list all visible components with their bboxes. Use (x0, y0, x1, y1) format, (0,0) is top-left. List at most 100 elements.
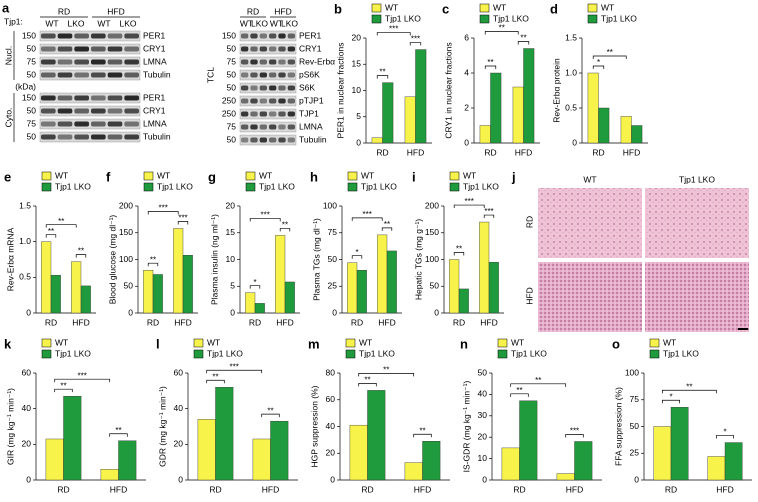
y-tick-label: 0 (230, 307, 235, 317)
sig-label: ** (60, 381, 66, 390)
sig-label: ** (364, 375, 370, 384)
sig-bracket (358, 383, 377, 387)
x-tick-label: HFD (515, 147, 532, 157)
blot-band (287, 33, 295, 39)
blot-strip (239, 108, 297, 120)
blot-band (250, 111, 258, 117)
blot-band (91, 72, 106, 78)
blot-band (241, 111, 249, 117)
protein-label: Tubulin (299, 134, 327, 144)
y-tick-label: 10 (478, 453, 488, 463)
y-axis-label: Hepatic TGs (mg g⁻¹) (413, 219, 423, 300)
protein-label: PER1 (143, 30, 165, 40)
diet-label: RD (247, 6, 259, 16)
x-tick-label: RD (57, 484, 69, 494)
legend-label: Tjp1 LKO (463, 181, 499, 191)
y-tick-label: 1.0 (19, 236, 31, 246)
blot-strip (239, 95, 297, 107)
bar (404, 462, 423, 481)
bar (519, 400, 538, 481)
sig-label: *** (230, 362, 239, 371)
protein-label: LMNA (299, 121, 323, 131)
y-tick-label: 20 (326, 448, 336, 458)
bar (724, 442, 743, 481)
blot-band (74, 95, 89, 101)
x-tick-label: RD (592, 147, 604, 157)
legend-label: Tjp1 LKO (55, 181, 91, 191)
y-tick-label: 75 (630, 394, 640, 404)
sig-bracket (662, 389, 717, 394)
bar (490, 72, 502, 144)
bar (252, 438, 271, 481)
blot-band (41, 95, 56, 101)
sig-label: ** (115, 426, 121, 435)
bar (598, 107, 610, 144)
sig-bracket (54, 378, 111, 383)
sig-bracket (592, 65, 605, 69)
genotype: LKO (119, 18, 136, 28)
sig-label: ** (419, 426, 425, 435)
x-tick-label: RD (351, 317, 363, 327)
bar (182, 255, 193, 314)
legend-label: WT (259, 170, 272, 180)
x-tick-label: RD (376, 147, 388, 157)
blot-band (259, 46, 267, 52)
sig-label: ** (607, 48, 613, 57)
y-tick-label: 20 (174, 439, 184, 449)
y-tick-label: 0 (634, 474, 639, 484)
blot-band (41, 72, 56, 78)
blot-band (241, 46, 249, 52)
x-tick-label: HFD (262, 484, 279, 494)
blot-band (91, 46, 106, 52)
y-tick-label: 6 (464, 32, 469, 42)
blot-band (124, 46, 139, 52)
blot-strip (239, 43, 297, 55)
blot-strip (239, 69, 297, 81)
legend-label: Tjp1 LKO (511, 348, 547, 358)
blot-band (250, 85, 258, 91)
panel-letter: h (310, 169, 318, 184)
x-tick-label: HFD (174, 317, 191, 327)
sig-label: ** (535, 376, 541, 385)
blot-band (250, 98, 258, 104)
blot-band (57, 46, 73, 52)
y-tick-label: 20 (478, 431, 488, 441)
sig-bracket (409, 42, 422, 46)
blot-band (91, 108, 106, 114)
tcl-label: TCL (205, 67, 215, 83)
genotype: WT (270, 18, 283, 28)
blot-band (250, 46, 258, 52)
y-axis-label: Plasma TGs (mg dl⁻¹) (311, 218, 321, 301)
sig-label: *** (389, 25, 398, 34)
blot-band (287, 59, 295, 65)
blot-band (269, 98, 277, 104)
sig-bracket (376, 75, 389, 79)
blot-band (287, 124, 295, 130)
legend-swatch (193, 338, 204, 348)
sig-label: * (253, 278, 256, 287)
histology-image (538, 188, 642, 258)
legend-label: WT (601, 2, 614, 12)
y-tick-label: 0 (128, 307, 133, 317)
y-tick-label: 50 (430, 281, 440, 291)
blot-band (278, 72, 286, 78)
y-tick-label: 40 (22, 403, 32, 413)
protein-label: CRY1 (299, 43, 322, 53)
legend-label: WT (493, 2, 506, 12)
blot-band (287, 137, 295, 143)
x-tick-label: HFD (110, 484, 127, 494)
bar (215, 387, 234, 481)
bar (458, 288, 469, 314)
sig-bracket (351, 217, 383, 221)
protein-label: Tubulin (143, 69, 171, 79)
legend-swatch (245, 171, 256, 181)
panel-letter: e (4, 169, 11, 184)
legend-label: Tjp1 LKO (663, 348, 699, 358)
protein-label: Rev-Erbα (299, 56, 335, 66)
blot-band (74, 72, 89, 78)
bar (404, 96, 416, 144)
sig-label: * (669, 392, 672, 401)
bar (501, 447, 520, 481)
genotype: LKO (281, 18, 298, 28)
bar (270, 420, 289, 481)
